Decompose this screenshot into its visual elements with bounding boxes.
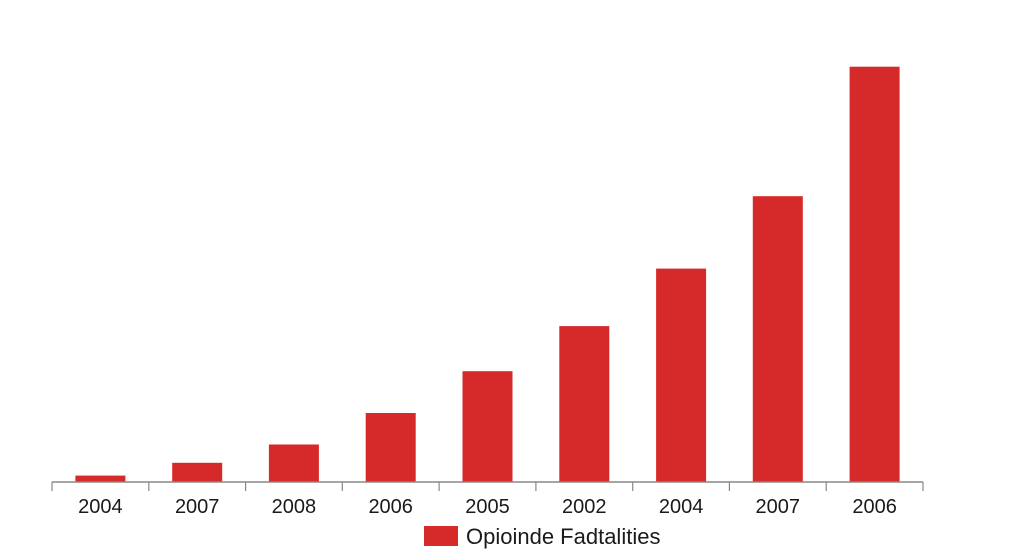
x-axis-tick-labels: 2004 2007 2008 2006 2005 2002 2004 2007 2006: [78, 496, 897, 518]
legend-label: Opioinde Fadtalities: [466, 524, 660, 549]
bar-7: [752, 196, 803, 482]
bar-2: [268, 444, 319, 482]
bars-group: [75, 66, 900, 482]
x-tick-label-8: 2006: [852, 496, 897, 518]
bar-8: [849, 66, 900, 482]
legend: Opioinde Fadtalities: [424, 524, 660, 549]
bar-3: [365, 413, 416, 482]
bar-1: [172, 462, 223, 482]
x-tick-label-3: 2006: [368, 496, 413, 518]
bar-6: [656, 268, 707, 482]
x-axis-ticks: [51, 482, 924, 491]
x-tick-label-5: 2002: [562, 496, 607, 518]
x-tick-label-6: 2004: [659, 496, 704, 518]
x-tick-label-7: 2007: [756, 496, 801, 518]
bar-4: [462, 371, 513, 482]
x-tick-label-0: 2004: [78, 496, 123, 518]
bar-5: [559, 326, 610, 482]
x-tick-label-1: 2007: [175, 496, 220, 518]
x-tick-label-4: 2005: [465, 496, 510, 518]
bar-0: [75, 475, 126, 482]
x-tick-label-2: 2008: [272, 496, 317, 518]
legend-swatch: [424, 526, 458, 546]
